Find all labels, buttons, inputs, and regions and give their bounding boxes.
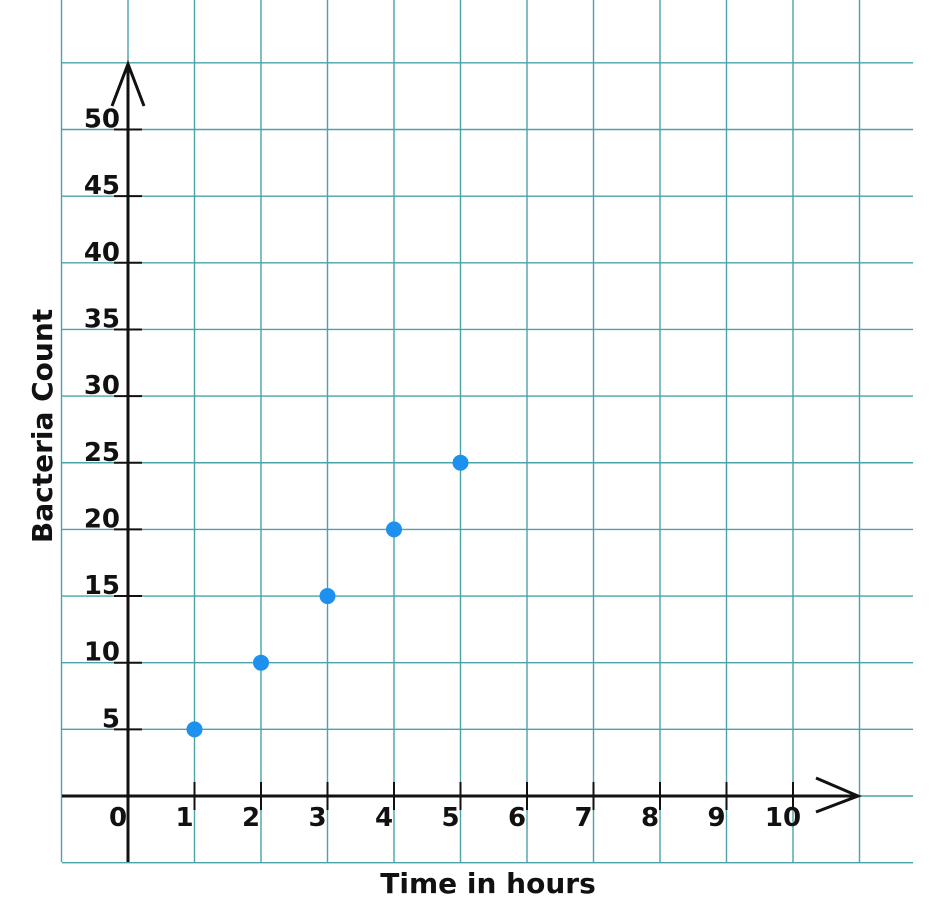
data-point — [386, 521, 402, 538]
y-tick-label: 40 — [84, 238, 120, 268]
x-tick-label: 2 — [242, 803, 260, 833]
y-tick-label: 25 — [84, 438, 120, 468]
grid — [60, 0, 913, 864]
x-tick-label: 3 — [308, 803, 326, 833]
y-tick-label: 10 — [84, 638, 120, 668]
x-tick-label: 4 — [375, 803, 393, 833]
data-point — [186, 721, 203, 738]
data-point — [319, 588, 336, 605]
y-tick-label: 15 — [84, 571, 120, 601]
y-tick-label: 50 — [84, 105, 120, 135]
x-axis-arrow — [815, 776, 862, 814]
y-tick-label: 5 — [102, 704, 120, 734]
x-tick-label: 6 — [508, 803, 526, 833]
y-tick-label: 35 — [84, 304, 120, 334]
x-tick-label: 5 — [441, 803, 459, 833]
x-axis-title: Time in hours — [380, 867, 595, 900]
x-tick-label: 7 — [574, 803, 592, 833]
y-tick-label: 30 — [84, 371, 120, 401]
x-tick-label: 1 — [175, 803, 193, 833]
y-axis-title: Bacteria Count — [26, 309, 59, 543]
y-tick-label: 45 — [84, 171, 120, 201]
x-tick-label: 0 — [109, 803, 127, 833]
data-point — [452, 454, 469, 471]
x-tick-label: 10 — [765, 803, 801, 833]
data-point — [253, 654, 269, 671]
data-points — [186, 454, 469, 738]
x-tick-label: 9 — [707, 803, 725, 833]
x-tick-label: 8 — [641, 803, 659, 833]
y-axis-arrow — [110, 59, 146, 107]
y-tick-label: 20 — [84, 504, 120, 534]
